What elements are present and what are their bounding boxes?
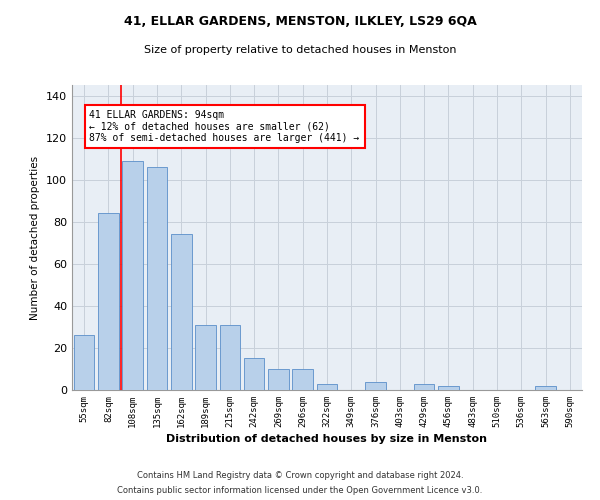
Bar xyxy=(244,358,265,390)
Text: Contains public sector information licensed under the Open Government Licence v3: Contains public sector information licen… xyxy=(118,486,482,495)
X-axis label: Distribution of detached houses by size in Menston: Distribution of detached houses by size … xyxy=(167,434,487,444)
Text: Contains HM Land Registry data © Crown copyright and database right 2024.: Contains HM Land Registry data © Crown c… xyxy=(137,471,463,480)
Bar xyxy=(292,369,313,390)
Text: Size of property relative to detached houses in Menston: Size of property relative to detached ho… xyxy=(144,45,456,55)
Bar xyxy=(74,336,94,390)
Bar xyxy=(438,386,459,390)
Bar xyxy=(146,167,167,390)
Bar xyxy=(365,382,386,390)
Text: 41, ELLAR GARDENS, MENSTON, ILKLEY, LS29 6QA: 41, ELLAR GARDENS, MENSTON, ILKLEY, LS29… xyxy=(124,15,476,28)
Y-axis label: Number of detached properties: Number of detached properties xyxy=(31,156,40,320)
Bar xyxy=(414,384,434,390)
Bar xyxy=(171,234,191,390)
Bar xyxy=(122,160,143,390)
Bar xyxy=(317,384,337,390)
Bar xyxy=(220,325,240,390)
Bar xyxy=(98,214,119,390)
Bar xyxy=(535,386,556,390)
Bar xyxy=(268,369,289,390)
Text: 41 ELLAR GARDENS: 94sqm
← 12% of detached houses are smaller (62)
87% of semi-de: 41 ELLAR GARDENS: 94sqm ← 12% of detache… xyxy=(89,110,360,144)
Bar xyxy=(195,325,216,390)
